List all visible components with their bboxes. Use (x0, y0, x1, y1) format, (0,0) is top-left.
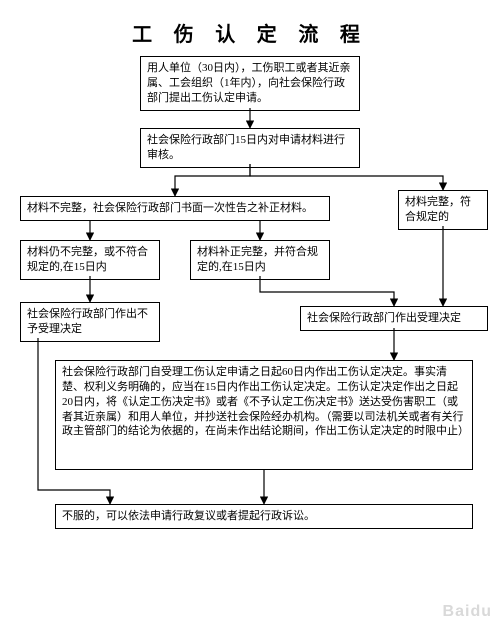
node-complete: 材料完整，符合规定的 (398, 190, 488, 230)
node-apply: 用人单位（30日内），工伤职工或者其近亲属、工会组织（1年内），向社会保险行政部… (140, 56, 360, 111)
node-still-incomplete: 材料仍不完整，或不符合规定的,在15日内 (20, 240, 160, 280)
node-accept: 社会保险行政部门作出受理决定 (300, 306, 488, 331)
edge-n2-n4 (250, 164, 443, 190)
node-reject: 社会保险行政部门作出不予受理决定 (20, 302, 160, 342)
node-appeal: 不服的，可以依法申请行政复议或者提起行政诉讼。 (55, 504, 473, 529)
edge-n2-n3 (175, 164, 250, 196)
node-determination: 社会保险行政部门自受理工伤认定申请之日起60日内作出工伤认定决定。事实清楚、权利… (55, 360, 473, 470)
page-title: 工 伤 认 定 流 程 (0, 18, 500, 47)
node-supplemented: 材料补正完整，并符合规定的,在15日内 (190, 240, 330, 280)
node-incomplete-notice: 材料不完整，社会保险行政部门书面一次性告之补正材料。 (20, 196, 330, 221)
watermark: Baidu (443, 603, 492, 621)
node-review: 社会保险行政部门15日内对申请材料进行审核。 (140, 128, 360, 168)
edge-n6-n8 (260, 276, 394, 306)
